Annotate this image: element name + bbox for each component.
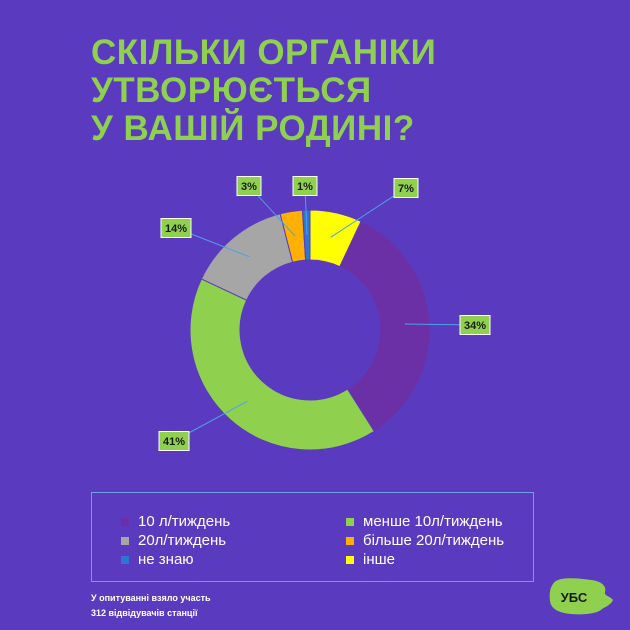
- footnote-line-1: У опитуванні взяло участь: [91, 593, 211, 603]
- legend-swatch: [121, 517, 129, 526]
- data-label-box: [292, 176, 318, 196]
- legend-label: інше: [363, 551, 395, 568]
- logo-text: УБС: [561, 590, 588, 605]
- data-label-box: [160, 218, 192, 238]
- legend-swatch: [121, 536, 129, 545]
- legend-swatch: [346, 517, 354, 526]
- footnote-line-2: 312 відвідувачів станції: [91, 608, 198, 618]
- donut-slice: [189, 278, 375, 451]
- data-label: 34%: [464, 320, 486, 332]
- legend-label: більше 20л/тиждень: [363, 532, 505, 549]
- legend-swatch: [346, 555, 354, 564]
- title-line-2: УТВОРЮЄТЬСЯ: [91, 71, 372, 110]
- title-line-1: СКІЛЬКИ ОРГАНІКИ: [91, 33, 437, 72]
- survey-footnote: У опитуванні взяло участь 312 відвідувач…: [91, 591, 211, 621]
- legend-item-more-20l: більше 20л/тиждень: [346, 532, 504, 549]
- ubs-logo: УБС: [549, 578, 613, 615]
- data-label: 41%: [163, 436, 185, 448]
- donut-slice: [339, 220, 431, 433]
- donut-slice: [301, 209, 311, 261]
- data-label: 14%: [165, 223, 187, 235]
- data-label-box: [459, 315, 491, 335]
- legend-item-10l: 10 л/тиждень: [121, 513, 230, 530]
- data-label: 7%: [398, 183, 414, 195]
- legend-label: не знаю: [138, 551, 194, 568]
- data-label: 1%: [297, 181, 313, 193]
- legend-label: 20л/тиждень: [138, 532, 227, 549]
- chart-legend: 10 л/тиждень менше 10л/тиждень 20л/тижде…: [91, 492, 534, 582]
- page-title: СКІЛЬКИ ОРГАНІКИ УТВОРЮЄТЬСЯ У ВАШІЙ РОД…: [91, 34, 436, 148]
- data-label-box: [393, 178, 419, 198]
- title-line-3: У ВАШІЙ РОДИНІ?: [91, 109, 415, 148]
- legend-swatch: [121, 555, 129, 564]
- legend-item-other: інше: [346, 551, 395, 568]
- donut-chart: 7% 34% 41% 14% 3% 1%: [158, 176, 491, 451]
- leader-line: [330, 187, 407, 238]
- legend-swatch: [346, 536, 354, 545]
- legend-label: 10 л/тиждень: [138, 513, 231, 530]
- legend-item-20l: 20л/тиждень: [121, 532, 226, 549]
- legend-item-less-10l: менше 10л/тиждень: [346, 513, 503, 530]
- data-label-box: [158, 431, 190, 451]
- data-label: 3%: [241, 181, 257, 193]
- legend-label: менше 10л/тиждень: [363, 513, 503, 530]
- legend-item-dont-know: не знаю: [121, 551, 194, 568]
- data-label-box: [236, 176, 262, 196]
